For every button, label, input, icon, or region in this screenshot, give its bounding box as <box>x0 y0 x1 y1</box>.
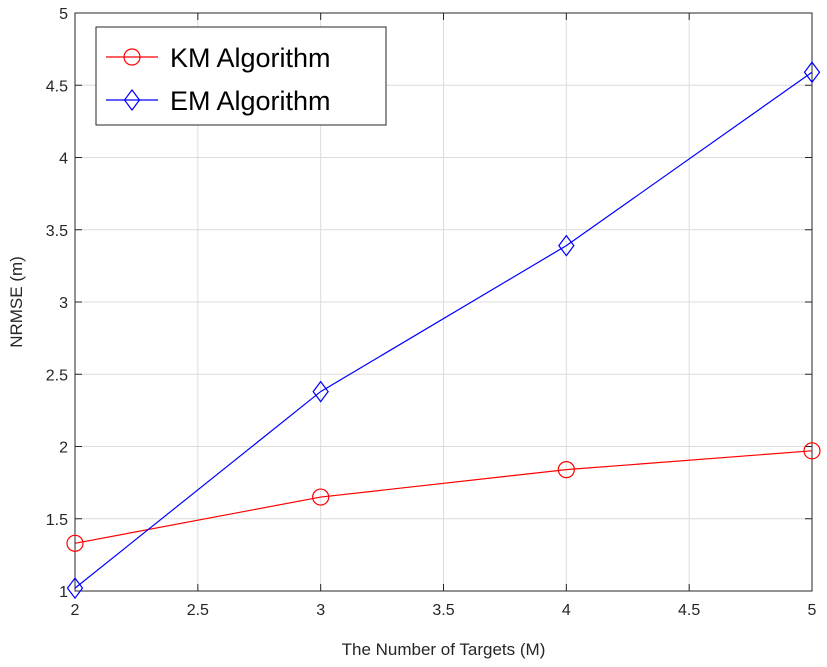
y-tick-label: 4 <box>59 151 68 168</box>
series-line <box>74 450 813 544</box>
x-tick-label: 2.5 <box>187 602 209 619</box>
data-point <box>558 234 575 257</box>
series-em-algorithm <box>66 61 821 600</box>
y-axis-label: NRMSE (m) <box>7 256 26 348</box>
legend-label: KM Algorithm <box>170 43 331 73</box>
data-point <box>312 488 330 506</box>
x-tick-label: 3 <box>316 602 325 619</box>
y-tick-label: 2 <box>59 440 68 457</box>
legend-marker <box>123 89 141 111</box>
data-point <box>803 61 821 84</box>
y-tick-label: 3 <box>59 295 68 312</box>
x-tick-label: 4 <box>562 602 571 619</box>
x-tick-label: 2 <box>71 602 80 619</box>
series-km-algorithm <box>66 442 821 552</box>
data-point <box>557 461 575 479</box>
legend: KM Algorithm EM Algorithm <box>95 26 387 126</box>
y-tick-label: 4.5 <box>46 78 68 95</box>
y-tick-label: 5 <box>59 6 68 23</box>
y-tick-label: 3.5 <box>46 223 68 240</box>
data-point <box>312 380 329 403</box>
x-tick-label: 4.5 <box>678 602 700 619</box>
series-layer <box>66 61 821 600</box>
x-axis-label: The Number of Targets (M) <box>342 640 546 659</box>
ticks: 2 2.5 3 3.5 4 4.5 5 1 1.5 2 2.5 3 3.5 4 4.5 5 <box>46 6 817 619</box>
series-line <box>74 71 813 589</box>
y-tick-label: 1 <box>59 584 68 601</box>
y-tick-label: 2.5 <box>46 367 68 384</box>
x-tick-label: 3.5 <box>432 602 454 619</box>
legend-marker <box>123 48 141 66</box>
legend-item: EM Algorithm <box>106 86 331 116</box>
data-point <box>66 534 84 552</box>
x-tick-label: 5 <box>808 602 817 619</box>
legend-label: EM Algorithm <box>170 86 331 116</box>
data-point <box>803 442 821 460</box>
legend-box <box>95 26 387 126</box>
legend-item: KM Algorithm <box>106 43 331 73</box>
y-tick-label: 1.5 <box>46 512 68 529</box>
data-point <box>66 577 84 600</box>
